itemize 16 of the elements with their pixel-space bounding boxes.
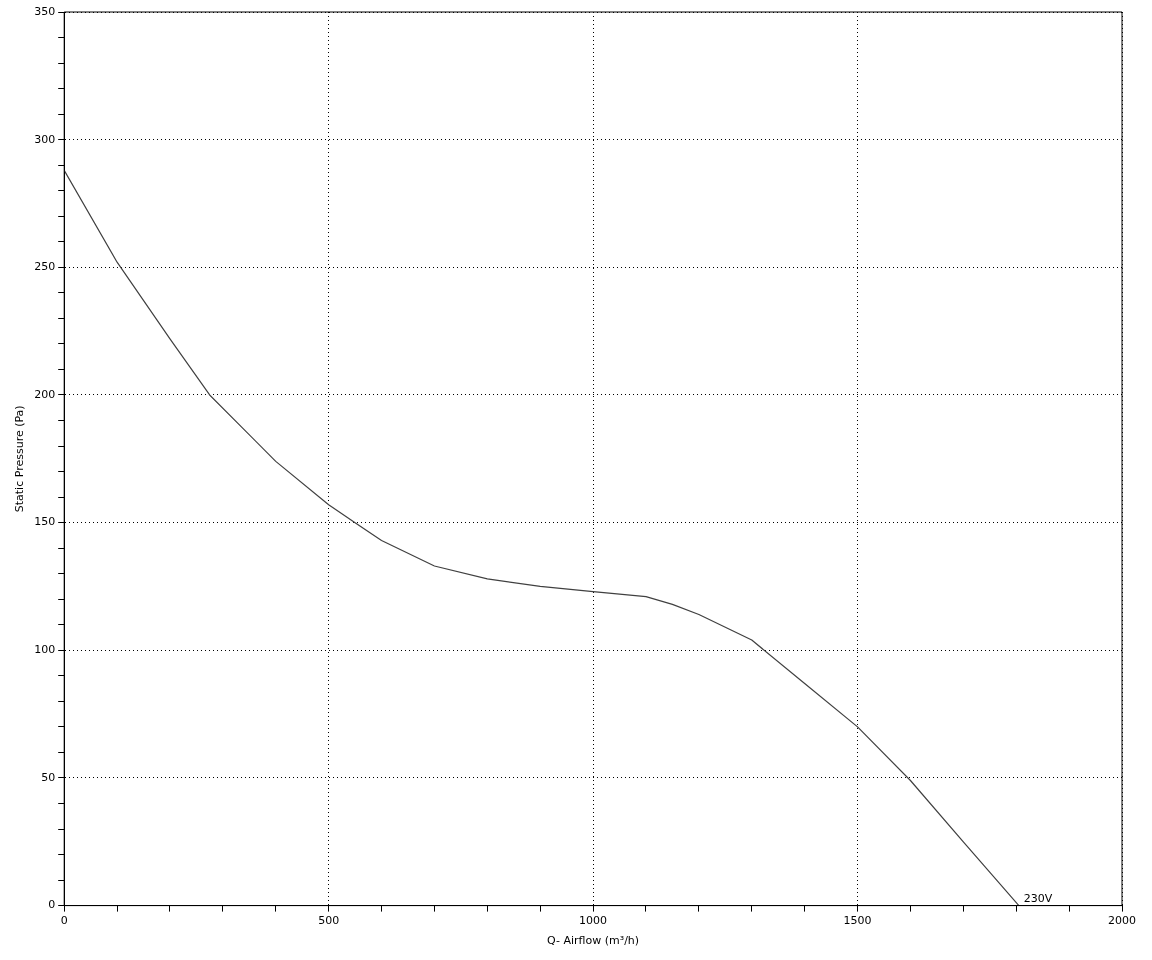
y-tick-label: 0 xyxy=(48,898,56,912)
x-tick-label: 2000 xyxy=(1108,914,1136,928)
x-tick-label: 500 xyxy=(318,914,340,928)
y-tick-label: 200 xyxy=(34,387,56,401)
y-tick-label: 50 xyxy=(41,770,56,784)
y-tick-label: 150 xyxy=(34,515,56,529)
annotation: 230V xyxy=(1023,891,1053,905)
y-tick-label: 250 xyxy=(34,260,56,274)
x-tick-label: 1500 xyxy=(843,914,872,928)
x-tick-label: 1000 xyxy=(579,914,608,928)
y-axis-title: Static Pressure (Pa) xyxy=(13,405,27,513)
y-tick-label: 300 xyxy=(34,132,56,146)
y-tick-label: 100 xyxy=(34,643,56,657)
y-tick-label: 350 xyxy=(34,4,56,18)
x-axis-title: Q- Airflow (m³/h) xyxy=(547,934,640,948)
x-tick-label: 0 xyxy=(60,914,68,928)
